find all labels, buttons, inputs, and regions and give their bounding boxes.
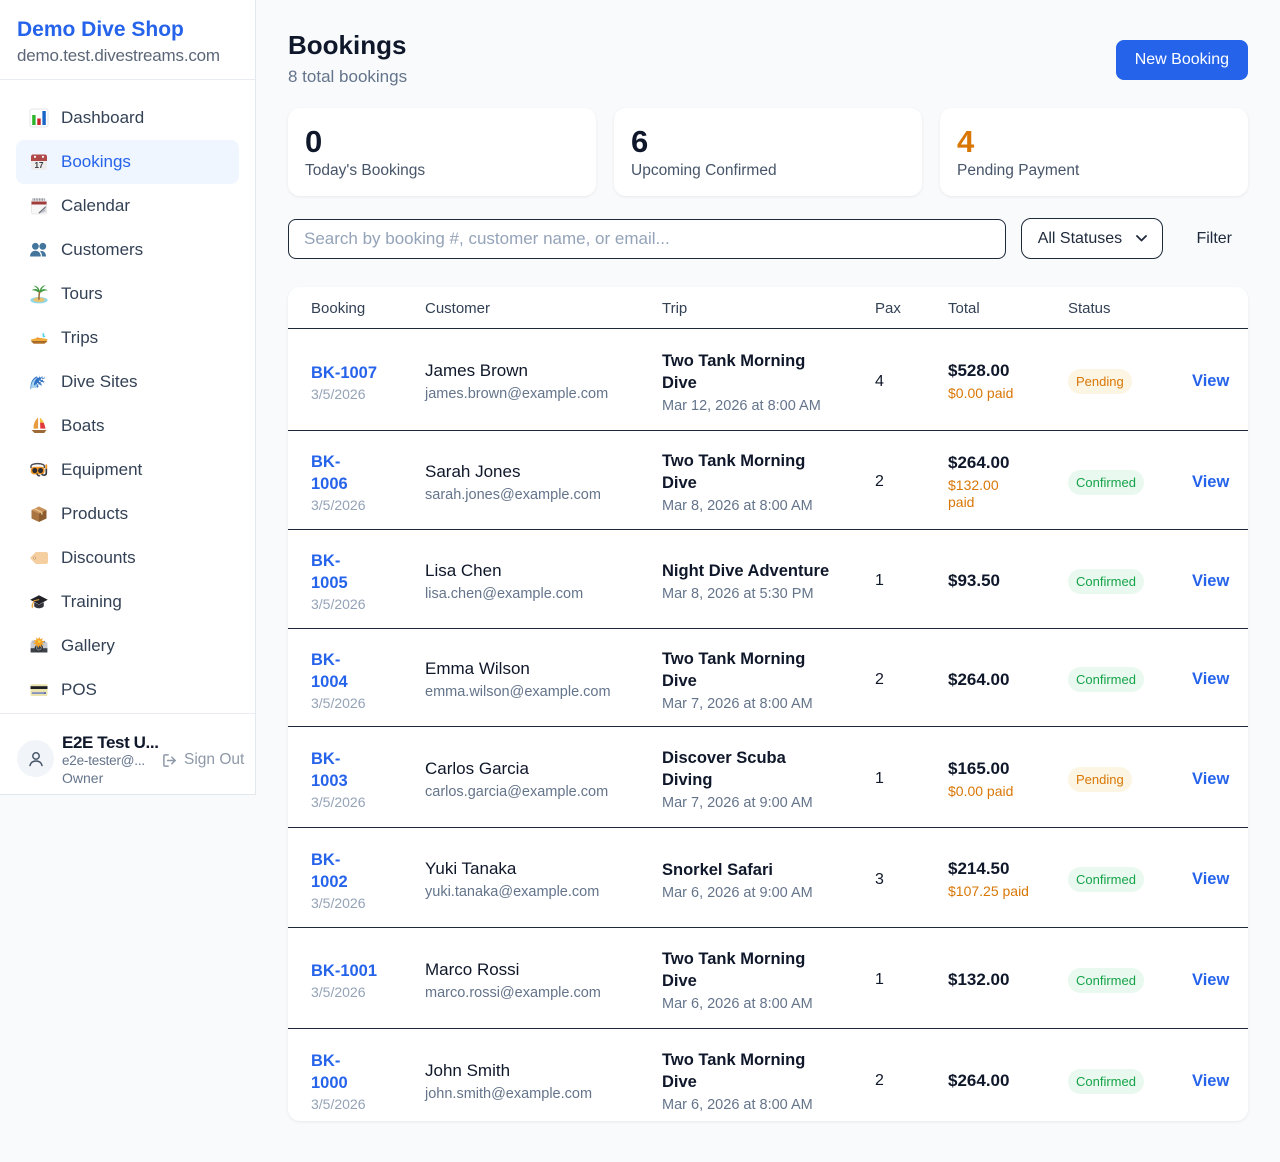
svg-text:17: 17 [35, 161, 44, 170]
